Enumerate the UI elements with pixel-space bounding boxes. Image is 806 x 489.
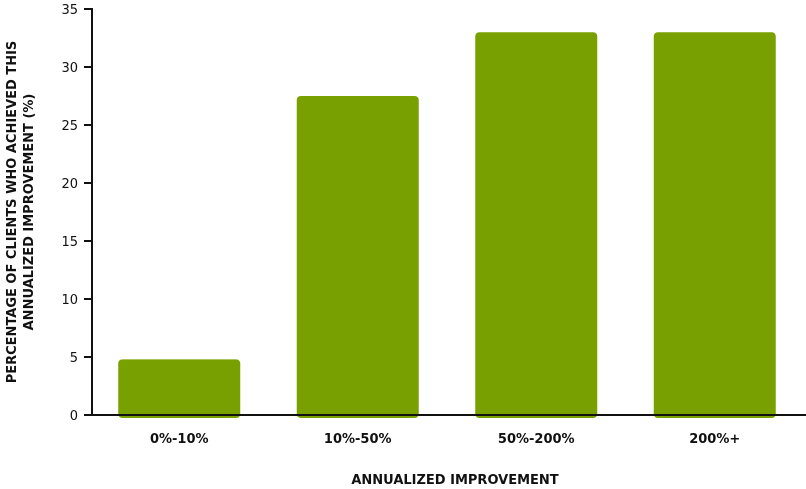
y-tick-label: 35: [61, 3, 78, 18]
y-axis-title-line-1: PERCENTAGE OF CLIENTS WHO ACHIEVED THIS: [5, 41, 20, 384]
bar-1: [296, 96, 419, 418]
y-axis-ticks: 0 5 10 15 20 25 30 35: [61, 3, 92, 424]
y-tick-label: 5: [70, 351, 78, 366]
bar-0: [118, 359, 241, 418]
y-tick-label: 10: [61, 293, 78, 308]
bars: [118, 32, 776, 418]
bar-2: [475, 32, 598, 418]
x-tick-label: 0%-10%: [150, 432, 209, 447]
x-tick-label: 50%-200%: [498, 432, 575, 447]
y-tick-label: 15: [61, 235, 78, 250]
y-tick-label: 25: [61, 119, 78, 134]
x-axis-title: ANNUALIZED IMPROVEMENT: [351, 473, 558, 488]
x-tick-label: 200%+: [689, 432, 740, 447]
bar-3: [653, 32, 776, 418]
x-axis-labels: 0%-10% 10%-50% 50%-200% 200%+: [150, 432, 740, 447]
y-tick-label: 0: [70, 409, 78, 424]
y-tick-label: 30: [61, 61, 78, 76]
y-axis-title-line-2: ANNUALIZED IMPROVEMENT (%): [22, 94, 37, 331]
x-tick-label: 10%-50%: [324, 432, 392, 447]
y-tick-label: 20: [61, 177, 78, 192]
